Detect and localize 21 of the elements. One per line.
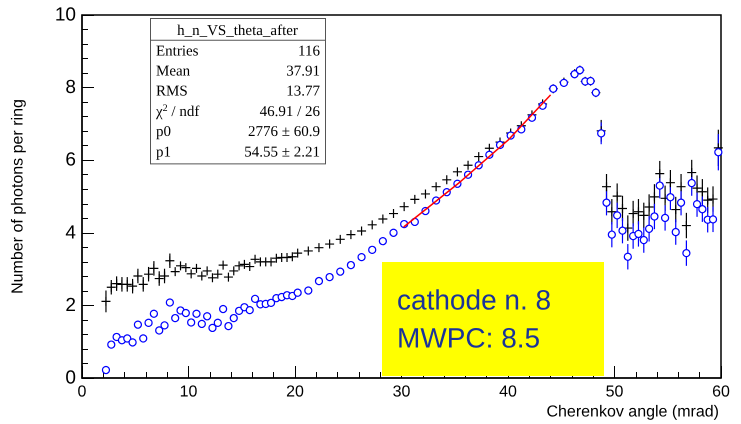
x-tick-label: 60 xyxy=(712,384,730,400)
y-tick-label: 8 xyxy=(65,77,76,98)
y-tick-label: 6 xyxy=(65,150,76,171)
x-tick-label: 0 xyxy=(78,384,87,400)
x-axis-title: Cherenkov angle (mrad) xyxy=(546,404,719,420)
x-tick-label: 40 xyxy=(499,384,517,400)
x-tick-label: 50 xyxy=(606,384,624,400)
text: Mean 37.91 xyxy=(156,64,320,80)
y-tick-label: 4 xyxy=(65,222,76,244)
y-tick-label: 2 xyxy=(65,294,76,316)
text: p1 54.55 ± 2.21 xyxy=(156,144,320,160)
text: Entries 116 xyxy=(156,43,320,60)
x-tick-label: 20 xyxy=(286,384,304,400)
text: RMS 13.77 xyxy=(156,84,320,100)
annotation: h_n_VS_theta_after xyxy=(177,23,298,40)
annotation: cathode n. 8 MWPC: 8.5 xyxy=(397,284,552,354)
x-tick-label: 30 xyxy=(392,384,410,400)
x-tick-label: 10 xyxy=(180,384,198,400)
y-tick-label: 10 xyxy=(54,4,76,26)
text: p0 2776 ± 60.9 xyxy=(156,124,320,140)
y-axis-title: Number of photons per ring xyxy=(10,99,26,294)
